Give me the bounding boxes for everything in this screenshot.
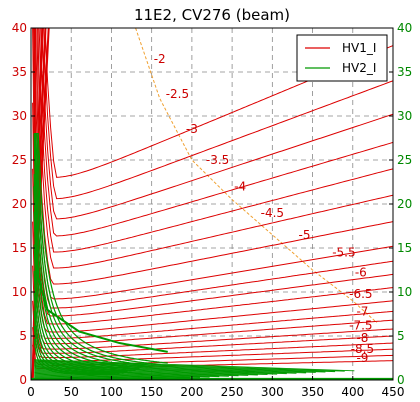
hv1-curve — [35, 28, 393, 300]
hv2-low-curve — [34, 362, 316, 373]
contour-label: -9 — [356, 351, 368, 365]
hv2-low-curve — [34, 364, 297, 374]
y2-tick-label: 15 — [397, 241, 412, 255]
y2-tick-label: 10 — [397, 285, 412, 299]
y2-tick-label: 0 — [397, 373, 405, 387]
y-tick-label: 25 — [12, 153, 27, 167]
x-tick-label: 100 — [100, 385, 123, 399]
hv1-curve — [32, 168, 393, 350]
hv1-curve — [33, 28, 393, 325]
x-tick-label: 300 — [261, 385, 284, 399]
y2-tick-label: 40 — [397, 21, 412, 35]
y-tick-label: 5 — [19, 329, 27, 343]
hv2-curve — [34, 133, 168, 364]
hv1-curve — [32, 28, 393, 339]
contour-label: -4.5 — [261, 206, 284, 220]
contour-label: -3.5 — [206, 153, 229, 167]
contour-label: -6.5 — [349, 287, 372, 301]
x-tick-label: 0 — [27, 385, 35, 399]
legend: HV1_I HV2_I — [296, 34, 388, 82]
contour-label: -7.5 — [349, 318, 372, 332]
hv1-curve — [40, 28, 393, 237]
x-tick-label: 450 — [382, 385, 405, 399]
hv2-low-curve — [34, 359, 355, 372]
hv1-curve — [32, 221, 393, 354]
contour-label: -8 — [356, 331, 368, 345]
hv1-curve — [32, 265, 393, 359]
hv1-curve — [32, 102, 393, 345]
hv2-low-curve — [34, 363, 307, 374]
hv1-curve — [37, 28, 393, 269]
hv1-curve — [34, 28, 393, 309]
contour-label-group: -2 -2.5 -3 -3.5 -4 -4.5 -5 -5.5-6 -6.5 -7-7.5-8-8… — [154, 52, 374, 365]
hv2-low-curve — [34, 368, 258, 376]
hv1-curve — [38, 28, 393, 253]
contour-label: -5 — [299, 228, 311, 242]
hv2-low-curve — [34, 365, 287, 375]
y2-tick-label: 35 — [397, 65, 412, 79]
chart-title: 11E2, CV276 (beam) — [134, 6, 290, 24]
legend-label: HV1_I — [342, 41, 376, 55]
y-tick-label: 15 — [12, 241, 27, 255]
hv1-curve — [36, 28, 393, 285]
curve-group — [31, 28, 393, 380]
hv2-low-curve — [34, 373, 200, 378]
hv2-low-curve — [34, 369, 239, 377]
x-tick-label: 50 — [64, 385, 79, 399]
contour-label: -3 — [186, 122, 198, 136]
y-tick-label: 30 — [12, 109, 27, 123]
y-tick-label: 40 — [12, 21, 27, 35]
y2-tick-label: 20 — [397, 197, 412, 211]
hv2-low-curve — [34, 371, 220, 378]
y-tick-label: 20 — [12, 197, 27, 211]
x-tick-label: 250 — [221, 385, 244, 399]
axis-ticks: 0 50 100 150 200 250 300 350 400 4500510152025303… — [12, 21, 413, 399]
x-tick-label: 400 — [341, 385, 364, 399]
contour-label: -7 — [356, 304, 368, 318]
y2-tick-label: 30 — [397, 109, 412, 123]
y-tick-label: 10 — [12, 285, 27, 299]
hv1-curve — [33, 28, 393, 333]
legend-label: HV2_I — [342, 61, 376, 75]
hv1-curve — [41, 28, 393, 220]
contour-label: -6 — [355, 266, 367, 280]
contour-label: -5.5 — [332, 245, 355, 259]
legend-box — [296, 34, 388, 82]
contour-label: -4 — [234, 179, 246, 193]
hv1-curve — [43, 28, 393, 200]
y-tick-label: 35 — [12, 65, 27, 79]
boundary-line — [135, 28, 378, 324]
x-tick-label: 150 — [140, 385, 163, 399]
hv2-low-curve — [34, 370, 229, 377]
hv2-low-curve — [34, 368, 249, 376]
contour-label: -2 — [154, 52, 166, 66]
y2-tick-label: 5 — [397, 329, 405, 343]
y2-tick-label: 25 — [397, 153, 412, 167]
hv2-low-curve — [34, 366, 278, 375]
hv2-low-curve — [34, 361, 326, 373]
x-tick-label: 350 — [301, 385, 324, 399]
contour-label: -8.5 — [351, 342, 374, 356]
hv2-low-curve — [34, 360, 345, 372]
x-tick-label: 200 — [180, 385, 203, 399]
hv2-curve — [34, 133, 160, 365]
hv2-envelope — [33, 186, 168, 353]
hv1-curve — [34, 28, 393, 317]
hv2-low-curve — [34, 372, 210, 378]
hv2-low-curve — [34, 374, 191, 379]
y-tick-label: 0 — [19, 373, 27, 387]
hv2-low-curve — [34, 367, 268, 376]
contour-label: -2.5 — [166, 87, 189, 101]
hv2-low-curve — [34, 361, 336, 373]
